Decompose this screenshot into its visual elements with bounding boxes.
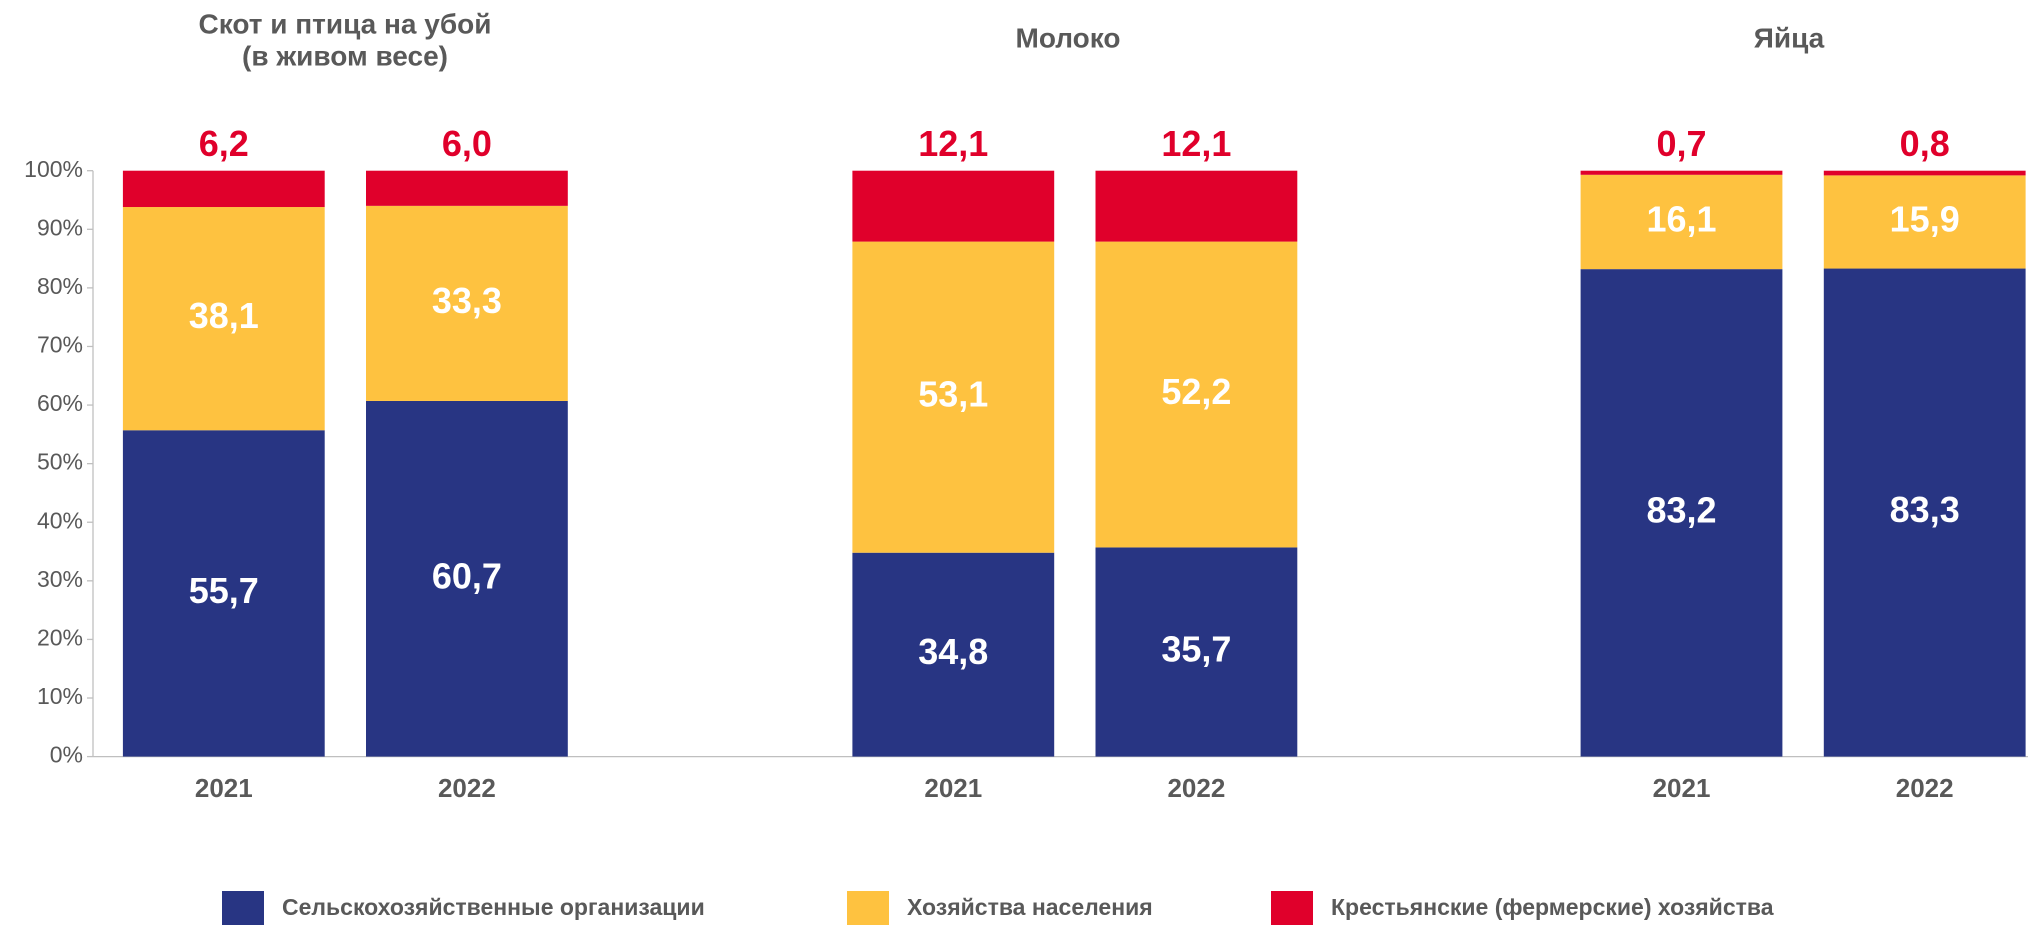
y-tick-label: 100% [24, 156, 83, 182]
bar-segment [1095, 547, 1298, 757]
data-label: 6,2 [199, 123, 249, 164]
data-label: 33,3 [432, 280, 502, 321]
bar-segment [1580, 269, 1783, 757]
bar-segment [852, 241, 1055, 553]
data-label: 16,1 [1646, 198, 1716, 239]
group-title: Молоко [1016, 22, 1121, 53]
bar-segment [122, 170, 325, 208]
bar-segment [122, 207, 325, 431]
group-title: Скот и птица на убой [199, 8, 492, 39]
bar-segment [1580, 174, 1783, 270]
data-label: 83,3 [1890, 489, 1960, 530]
bar-segment [366, 400, 568, 757]
bar-segment [1823, 175, 2026, 269]
data-label: 12,1 [1161, 123, 1231, 164]
data-label: 35,7 [1161, 629, 1231, 670]
x-tick-label: 2022 [1896, 773, 1954, 803]
y-tick-label: 80% [37, 273, 83, 299]
y-tick-label: 10% [37, 683, 83, 709]
data-label: 34,8 [918, 631, 988, 672]
y-tick-label: 20% [37, 624, 83, 650]
bar-segment [852, 552, 1055, 757]
data-label: 53,1 [918, 374, 988, 415]
data-label: 52,2 [1161, 371, 1231, 412]
y-tick-label: 70% [37, 332, 83, 358]
legend-label: Хозяйства населения [907, 894, 1153, 920]
bar-segment [366, 205, 568, 401]
data-label: 55,7 [189, 570, 259, 611]
bar-segment [1580, 170, 1783, 175]
y-tick-label: 50% [37, 449, 83, 475]
x-tick-label: 2021 [195, 773, 253, 803]
legend-label: Сельскохозяйственные организации [282, 894, 705, 920]
data-label: 0,7 [1656, 123, 1706, 164]
y-tick-label: 0% [50, 742, 83, 768]
x-tick-label: 2022 [438, 773, 496, 803]
y-tick-label: 30% [37, 566, 83, 592]
bar-segment [1823, 268, 2026, 757]
bar-segment [852, 170, 1055, 242]
bar-segment [122, 430, 325, 757]
y-tick-label: 60% [37, 390, 83, 416]
x-tick-label: 2021 [924, 773, 982, 803]
x-tick-label: 2022 [1167, 773, 1225, 803]
group-title: Яйца [1754, 22, 1825, 53]
legend-swatch [222, 891, 264, 925]
bar-segment [366, 170, 568, 206]
legend-swatch [1271, 891, 1313, 925]
data-label: 15,9 [1890, 198, 1960, 239]
data-label: 60,7 [432, 555, 502, 596]
data-label: 12,1 [918, 123, 988, 164]
x-tick-label: 2021 [1653, 773, 1711, 803]
data-label: 6,0 [442, 123, 492, 164]
data-label: 38,1 [189, 295, 259, 336]
bar-segment [1823, 170, 2026, 176]
data-label: 0,8 [1900, 123, 1950, 164]
bar-segment [1095, 241, 1298, 548]
bar-segment [1095, 170, 1298, 242]
data-label: 83,2 [1646, 489, 1716, 530]
legend-swatch [847, 891, 889, 925]
group-title: (в живом весе) [242, 40, 448, 71]
y-tick-label: 40% [37, 507, 83, 533]
y-tick-label: 90% [37, 214, 83, 240]
legend-label: Крестьянские (фермерские) хозяйства [1331, 894, 1774, 920]
